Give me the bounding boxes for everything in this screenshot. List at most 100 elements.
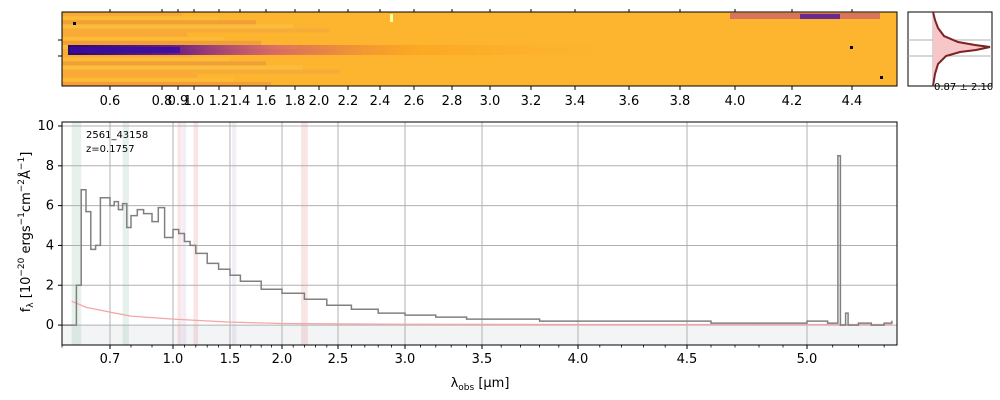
flux-point xyxy=(157,207,159,209)
flux-point xyxy=(466,318,468,320)
y-tick-label: 8 xyxy=(46,159,54,174)
histogram-panel xyxy=(907,11,993,87)
flux-point xyxy=(857,322,860,324)
spectrum-1d-panel: 2561_43158 z=0.1757 02468100.71.01.52.02… xyxy=(37,119,898,367)
flux-point xyxy=(839,324,842,326)
flux-point xyxy=(260,288,262,290)
x-tick-label: 3.0 xyxy=(395,352,416,367)
y-axis-label: fλ [10−20 ergs−1cm−2Å−1] xyxy=(17,152,36,313)
heatmap-noise-row xyxy=(62,24,293,29)
flux-point xyxy=(847,324,849,326)
flux-point xyxy=(122,203,124,205)
flux-point xyxy=(239,280,241,282)
flux-point xyxy=(281,292,283,294)
flux-point xyxy=(539,320,541,322)
heatmap-x-tick-label: 0.8 xyxy=(152,94,173,109)
heatmap-x-tick-label: 3.0 xyxy=(480,94,501,109)
heatmap-noise-row xyxy=(62,57,229,62)
flux-point xyxy=(577,320,579,322)
flux-point xyxy=(126,226,128,229)
flux-point xyxy=(844,312,847,314)
line-band xyxy=(122,122,129,345)
spectrum-2d-panel: 0.6 0.80.91.0 1.2 1.4 1.6 1.8 2.0 2.2 2.4 2.6 2.8 3… xyxy=(58,9,898,109)
flux-point xyxy=(326,304,328,306)
flux-point xyxy=(75,284,77,286)
heatmap-x-tick-label: 4.2 xyxy=(782,94,803,109)
heatmap-x-tick-label: 2.6 xyxy=(404,94,425,109)
flux-point xyxy=(183,240,185,243)
line-band xyxy=(232,122,237,345)
flux-point xyxy=(303,298,305,300)
heatmap-x-tick-label: 0.9 xyxy=(168,94,189,109)
heatmap-x-tick-label: 2.8 xyxy=(442,94,463,109)
heatmap-noise-row xyxy=(62,69,340,74)
x-tick-label: 1.0 xyxy=(163,352,184,367)
contaminant-core xyxy=(800,14,840,19)
flux-step-line xyxy=(62,155,893,326)
flux-point xyxy=(95,244,97,247)
flux-point xyxy=(664,320,666,322)
heatmap-frame xyxy=(61,11,898,87)
heatmap-x-tick-label: 1.8 xyxy=(285,94,306,109)
flux-point xyxy=(891,320,893,322)
flux-point xyxy=(870,324,872,326)
heatmap-x-tick-label: 3.8 xyxy=(670,94,691,109)
flux-point xyxy=(710,322,712,324)
flux-point xyxy=(806,320,808,322)
x-tick-label: 1.5 xyxy=(220,352,241,367)
flux-point xyxy=(195,252,197,255)
flux-point xyxy=(621,320,623,322)
x-tick-label: 2.5 xyxy=(328,352,349,367)
flux-point xyxy=(377,312,379,314)
heatmap-noise-row xyxy=(62,20,256,25)
heatmap-noise-row xyxy=(62,40,261,45)
flux-point xyxy=(109,205,111,207)
histogram-model xyxy=(932,11,991,87)
flux-point xyxy=(80,189,82,191)
heatmap-x-tick-label: 1.2 xyxy=(209,94,230,109)
flux-point xyxy=(837,155,839,157)
dead-pixel xyxy=(850,46,853,49)
object-id-label: 2561_43158 xyxy=(86,130,148,141)
dead-pixel xyxy=(880,76,883,79)
flux-point xyxy=(826,322,829,324)
heatmap-x-tick-label: 3.6 xyxy=(619,94,640,109)
heatmap-x-tick-label: 0.6 xyxy=(100,94,121,109)
y-tick-label: 10 xyxy=(37,119,54,134)
x-tick-label: 4.5 xyxy=(677,352,698,367)
flux-point xyxy=(404,314,406,316)
heatmap-x-tick-label: 1.4 xyxy=(230,94,251,109)
flux-point xyxy=(758,322,760,324)
flux-point xyxy=(435,316,437,318)
x-tick-label: 3.5 xyxy=(472,352,493,367)
heatmap-x-tick-label: 4.4 xyxy=(842,94,863,109)
flux-point xyxy=(218,268,220,270)
x-tick-label: 2.0 xyxy=(272,352,293,367)
flux-point xyxy=(136,209,138,211)
heatmap-x-tick-label: 2.0 xyxy=(309,94,330,109)
flux-point xyxy=(189,244,191,247)
histogram-fill xyxy=(933,12,990,86)
heatmap-noise-row xyxy=(62,16,219,21)
spectral-trace xyxy=(68,45,653,55)
line-band xyxy=(301,122,308,345)
heatmap-noise-row xyxy=(62,81,271,86)
line-band xyxy=(193,122,199,345)
flux-point xyxy=(500,318,502,320)
x-tick-label: 0.7 xyxy=(100,352,121,367)
flux-point xyxy=(130,214,132,217)
heatmap-x-tick-label: 2.2 xyxy=(338,94,359,109)
flux-point xyxy=(229,274,231,276)
line-band xyxy=(71,122,82,345)
heatmap-x-tick-label: 3.2 xyxy=(521,94,542,109)
dead-pixel xyxy=(73,22,76,25)
heatmap-noise-row xyxy=(62,32,187,37)
heatmap-noise-row xyxy=(62,36,224,41)
heatmap-x-tick-label: 3.4 xyxy=(565,94,586,109)
bright-pixel xyxy=(390,14,393,22)
spectral-trace-core xyxy=(70,47,180,53)
heatmap-x-tick-label: 1.0 xyxy=(184,94,205,109)
flux-point xyxy=(99,197,101,199)
y-tick-label: 6 xyxy=(46,199,54,214)
flux-point xyxy=(113,201,115,203)
